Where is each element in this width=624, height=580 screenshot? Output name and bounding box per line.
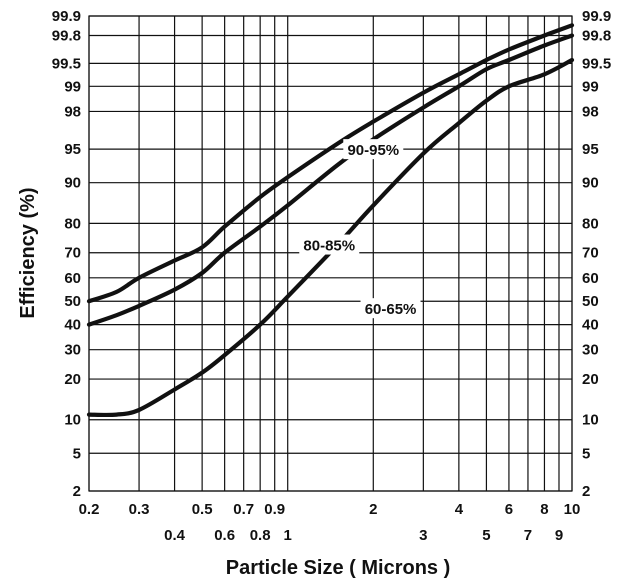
curve-label-1: 90-95% xyxy=(347,142,399,159)
y-tick-left-70: 70 xyxy=(64,245,81,262)
y-tick-left-10: 10 xyxy=(64,412,81,429)
y-tick-right-98: 98 xyxy=(582,103,599,120)
y-tick-left-90: 90 xyxy=(64,175,81,192)
y-tick-right-20: 20 xyxy=(582,371,599,388)
y-axis-left-ticks: 99.9 99.8 99.5 99 98 95 90 80 70 60 50 40 30 20 10 5 2 xyxy=(52,8,81,500)
x-axis-title: Particle Size ( Microns ) xyxy=(226,557,451,579)
y-tick-left-99.5: 99.5 xyxy=(52,55,81,72)
y-tick-right-60: 60 xyxy=(582,270,599,287)
x-tick-5: 5 xyxy=(482,527,490,544)
y-tick-left-2: 2 xyxy=(73,483,81,500)
y-tick-right-90: 90 xyxy=(582,175,599,192)
curve-2 xyxy=(86,33,575,327)
plot-frame xyxy=(88,15,573,492)
curve-label-bg-2 xyxy=(299,234,360,255)
curve-1 xyxy=(86,23,575,304)
y-tick-left-50: 50 xyxy=(64,293,81,310)
y-tick-right-99.8: 99.8 xyxy=(582,28,611,45)
curve-labels: 90-95% 80-85% 60-65% xyxy=(299,139,421,319)
x-tick-0.6: 0.6 xyxy=(214,527,235,544)
y-tick-right-50: 50 xyxy=(582,293,599,310)
x-tick-10: 10 xyxy=(564,501,581,518)
y-tick-right-99.9: 99.9 xyxy=(582,8,611,25)
y-tick-left-99: 99 xyxy=(64,78,81,95)
curve-label-bg-3 xyxy=(360,298,421,319)
curve-label-bg-1 xyxy=(343,139,404,160)
curve-label-3: 60-65% xyxy=(365,301,417,318)
x-axis-tick-row-upper: 0.2 0.3 0.5 0.7 0.9 2 4 6 8 10 xyxy=(79,501,581,518)
y-tick-right-99.5: 99.5 xyxy=(582,55,611,72)
y-tick-left-5: 5 xyxy=(73,445,81,462)
x-tick-9: 9 xyxy=(555,527,563,544)
y-tick-left-99.9: 99.9 xyxy=(52,8,81,25)
y-tick-left-40: 40 xyxy=(64,317,81,334)
x-tick-0.8: 0.8 xyxy=(250,527,271,544)
curve-label-2: 80-85% xyxy=(303,238,355,255)
y-tick-left-60: 60 xyxy=(64,270,81,287)
y-tick-left-98: 98 xyxy=(64,103,81,120)
y-tick-right-10: 10 xyxy=(582,412,599,429)
x-tick-7: 7 xyxy=(524,527,532,544)
x-tick-0.9: 0.9 xyxy=(264,501,285,518)
y-tick-left-30: 30 xyxy=(64,342,81,359)
y-tick-right-70: 70 xyxy=(582,245,599,262)
x-tick-2: 2 xyxy=(369,501,377,518)
x-tick-0.7: 0.7 xyxy=(233,501,254,518)
x-tick-0.2: 0.2 xyxy=(79,501,100,518)
y-tick-left-20: 20 xyxy=(64,371,81,388)
y-tick-right-95: 95 xyxy=(582,141,599,158)
y-tick-left-80: 80 xyxy=(64,215,81,232)
y-tick-right-5: 5 xyxy=(582,445,590,462)
y-axis-right-ticks: 99.9 99.8 99.5 99 98 95 90 80 70 60 50 40 30 20 10 5 2 xyxy=(582,8,611,500)
y-tick-left-99.8: 99.8 xyxy=(52,28,81,45)
y-tick-right-40: 40 xyxy=(582,317,599,334)
x-tick-0.5: 0.5 xyxy=(192,501,213,518)
curve-3 xyxy=(86,57,575,418)
y-tick-right-99: 99 xyxy=(582,78,599,95)
x-tick-0.4: 0.4 xyxy=(164,527,186,544)
x-tick-3: 3 xyxy=(419,527,427,544)
x-tick-6: 6 xyxy=(505,501,513,518)
x-tick-1: 1 xyxy=(284,527,292,544)
y-tick-right-80: 80 xyxy=(582,215,599,232)
efficiency-curves xyxy=(86,23,575,418)
x-axis-tick-row-lower: 0.4 0.6 0.8 1 3 5 7 9 xyxy=(164,527,563,544)
y-tick-left-95: 95 xyxy=(64,141,81,158)
y-tick-right-30: 30 xyxy=(582,342,599,359)
x-tick-8: 8 xyxy=(540,501,548,518)
y-tick-right-2: 2 xyxy=(582,483,590,500)
x-tick-0.3: 0.3 xyxy=(129,501,150,518)
vertical-gridlines xyxy=(88,16,573,491)
x-tick-4: 4 xyxy=(455,501,464,518)
y-axis-title: Efficiency (%) xyxy=(17,187,39,318)
